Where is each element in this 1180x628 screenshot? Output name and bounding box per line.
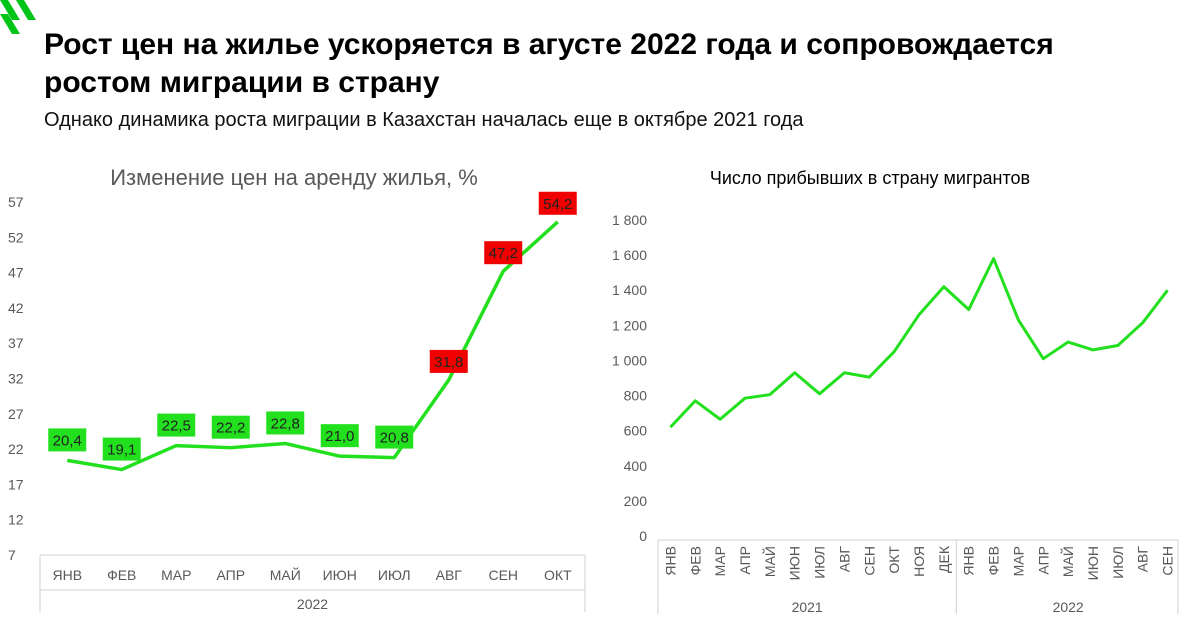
x-tick-label: ИЮН [1085,546,1101,580]
y-tick-label: 52 [8,229,24,245]
y-tick-label: 37 [8,335,24,351]
data-label: 22,8 [271,415,300,432]
x-tick-label: МАЙ [1059,546,1076,577]
brand-logo [0,0,36,34]
data-label-box [429,349,468,373]
data-label: 54,2 [543,196,572,213]
data-label-box [484,241,523,265]
x-tick-label: ЯНВ [662,546,678,576]
chart-title: Число прибывших в страну мигрантов [710,168,1030,188]
y-tick-label: 42 [8,300,24,316]
y-tick-label: 7 [8,547,16,563]
y-tick-label: 1 000 [612,352,647,368]
data-label: 22,2 [216,420,245,437]
x-tick-label: АВГ [836,546,852,573]
y-tick-label: 1 200 [612,317,647,333]
x-tick-label: ЯНВ [52,567,82,583]
x-group-label: 2022 [1053,599,1084,615]
data-label-box [48,428,87,452]
y-tick-label: 600 [624,423,648,439]
data-label: 31,8 [434,354,463,371]
x-tick-label: МАР [1010,546,1026,576]
y-tick-label: 32 [8,371,24,387]
x-tick-label: ИЮН [787,546,803,580]
x-tick-label: ФЕВ [107,567,136,583]
x-tick-label: ИЮЛ [1110,546,1126,579]
y-tick-label: 0 [639,528,647,544]
x-tick-label: НОЯ [911,546,927,577]
x-tick-label: АПР [216,567,245,583]
x-group-label: 2021 [792,599,823,615]
y-tick-label: 1 800 [612,212,647,228]
x-tick-label: МАР [161,567,191,583]
x-tick-label: МАЙ [761,546,778,577]
data-label-box [157,413,196,437]
x-tick-label: СЕН [861,546,877,576]
y-tick-label: 22 [8,441,24,457]
data-label: 19,1 [107,442,136,459]
data-label-box [211,415,250,439]
x-tick-label: АПР [1035,546,1051,575]
x-tick-label: ИЮЛ [812,546,828,579]
chart-title: Изменение цен на аренду жилья, % [110,165,478,190]
y-tick-label: 800 [624,388,648,404]
x-tick-label: ЯНВ [961,546,977,576]
data-label-box [102,437,141,461]
x-tick-label: ФЕВ [687,546,703,575]
series-line [66,220,559,472]
series-line [669,257,1169,429]
y-tick-label: 17 [8,476,24,492]
x-tick-label: ДЕК [936,545,952,573]
y-tick-label: 1 400 [612,282,647,298]
x-tick-label: СЕН [1160,546,1176,576]
data-label: 21,0 [325,428,354,445]
x-tick-label: АВГ [1135,546,1151,573]
page-subtitle: Однако динамика роста миграции в Казахст… [44,109,804,131]
x-tick-label: ИЮН [323,567,357,583]
x-tick-label: СЕН [488,567,518,583]
data-label-box [266,411,305,435]
y-tick-label: 200 [624,493,648,509]
x-tick-label: ИЮЛ [378,567,411,583]
y-tick-label: 400 [624,458,648,474]
x-tick-label: ОКТ [886,546,902,574]
data-label-box [375,425,414,449]
rent-price-chart: Изменение цен на аренду жилья, % 57 52 47 42… [8,165,586,612]
data-label: 20,8 [380,430,409,447]
page-title: Рост цен на жилье ускоряется в агусте 20… [44,28,1054,99]
data-label-box [320,424,359,448]
x-tick-label: АВГ [436,567,463,583]
x-tick-label: ОКТ [544,567,572,583]
data-label: 20,4 [53,432,82,449]
x-tick-label: МАР [712,546,728,576]
x-tick-label: АПР [737,546,753,575]
y-tick-label: 47 [8,265,24,281]
y-tick-label: 27 [8,406,24,422]
y-tick-label: 1 600 [612,247,647,263]
data-label: 47,2 [489,245,518,262]
x-group-label: 2022 [297,596,328,612]
data-label-box [538,191,577,215]
y-tick-label: 57 [8,194,24,210]
x-tick-label: МАЙ [270,566,301,583]
y-tick-label: 12 [8,512,24,528]
x-tick-label: ФЕВ [986,546,1002,575]
data-label: 22,5 [162,418,191,435]
